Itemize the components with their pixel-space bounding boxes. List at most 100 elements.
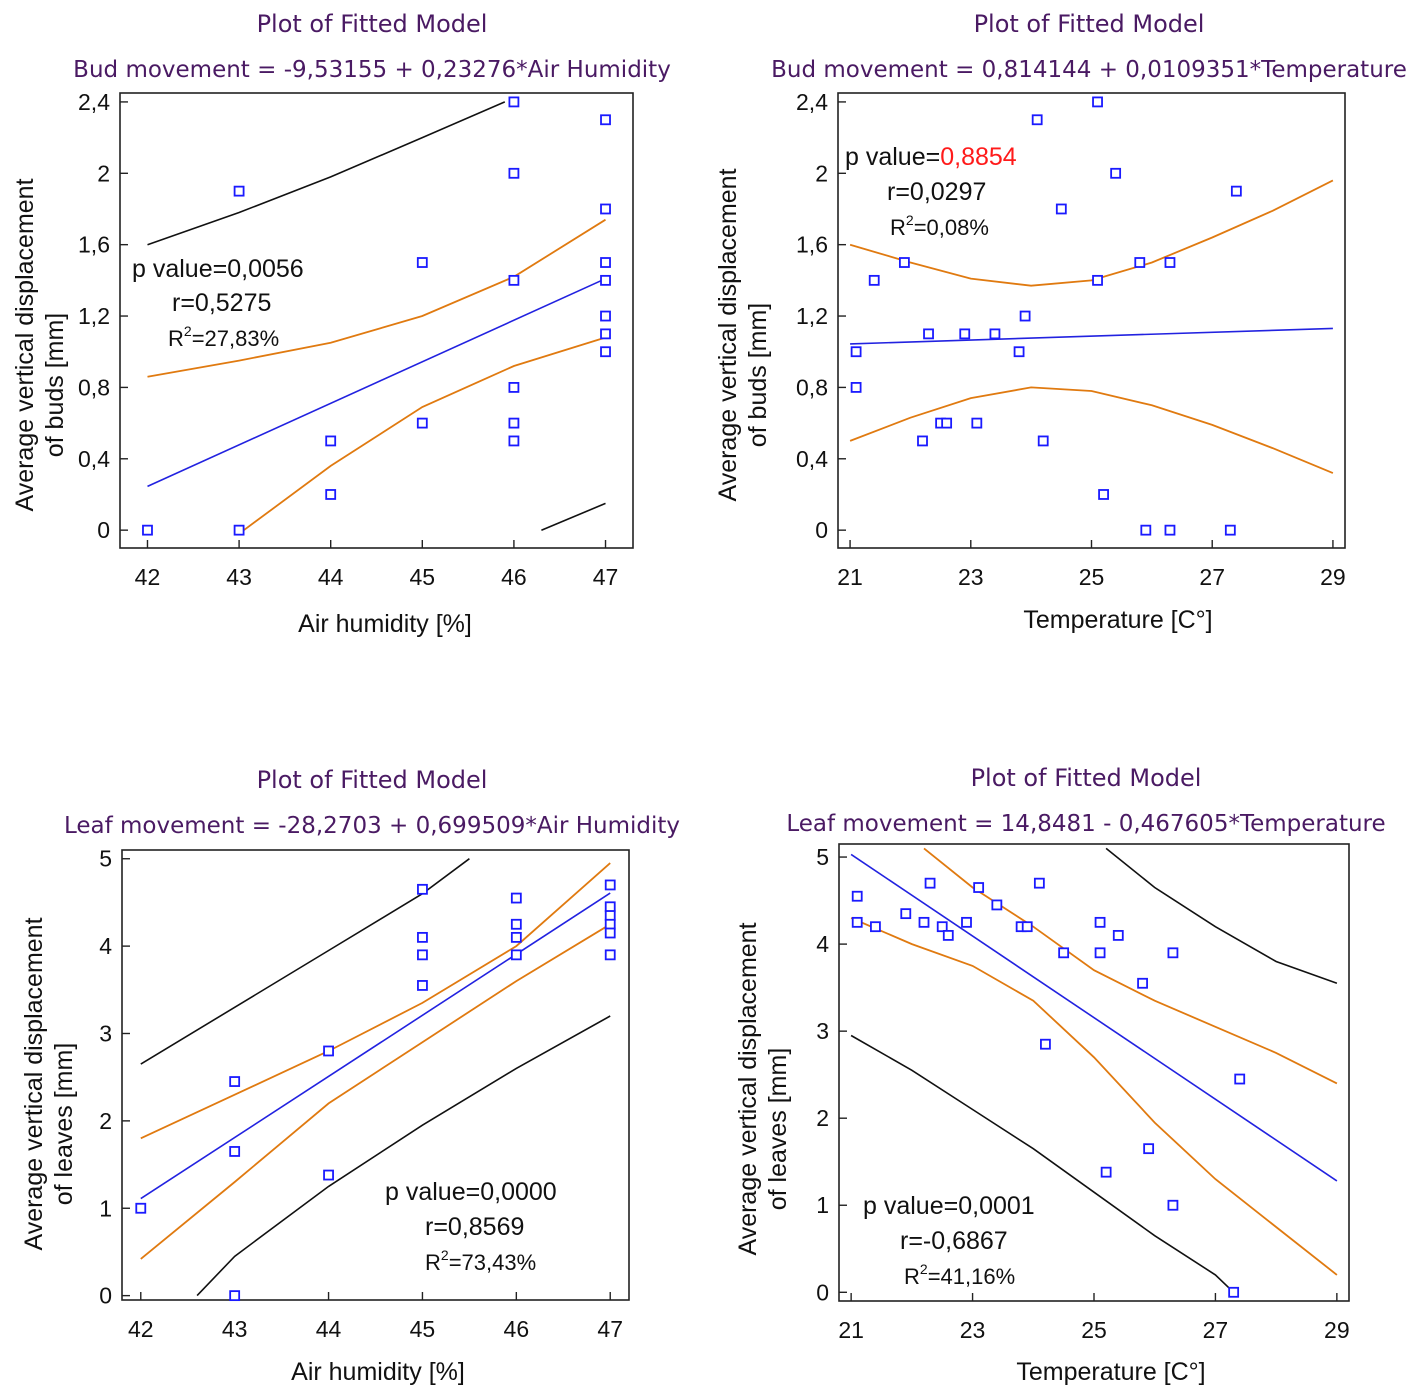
r-annotation: r=0,0297	[887, 178, 986, 206]
data-point	[600, 274, 611, 286]
data-point	[510, 892, 522, 904]
r2-superscript: 2	[184, 323, 192, 339]
r2-superscript: 2	[441, 1247, 449, 1263]
y-tick-label: 2,4	[78, 89, 110, 115]
y-tick-label: 0	[815, 517, 828, 543]
data-point	[1019, 310, 1031, 322]
y-tick-label: 0	[99, 1283, 112, 1309]
data-point	[229, 1076, 241, 1087]
data-point	[1143, 1143, 1155, 1155]
data-point	[510, 931, 522, 943]
r-annotation: r=-0,6867	[900, 1227, 1008, 1255]
data-point	[1040, 1038, 1051, 1050]
y-tick-label: 3	[99, 1020, 112, 1046]
data-point	[417, 949, 428, 961]
data-point	[600, 346, 611, 358]
r2-annotation: R2=0,08%	[890, 212, 989, 240]
y-tick-label: 1,6	[796, 232, 828, 258]
chart-svg: Plot of Fitted Model Bud movement = -9,5…	[11, 10, 671, 638]
r2-prefix: R	[890, 215, 906, 240]
data-point	[604, 949, 616, 961]
r2-value: =73,43%	[449, 1250, 536, 1275]
confidence-limit-upper	[923, 847, 1338, 1085]
data-point	[325, 435, 337, 447]
p-value-label: p value=	[385, 1178, 480, 1206]
data-point	[600, 257, 611, 268]
data-point	[851, 890, 863, 902]
x-tick-label: 27	[1203, 1317, 1229, 1343]
data-point	[417, 883, 428, 895]
r2-annotation: R2=27,83%	[168, 323, 279, 351]
data-point	[600, 114, 611, 126]
data-point	[971, 417, 983, 429]
data-point	[508, 435, 520, 447]
plot-frame	[119, 92, 634, 549]
chart-subtitle: Bud movement = 0,814144 + 0,0109351*Temp…	[771, 57, 1407, 83]
chart-subtitle: Leaf movement = -28,2703 + 0,699509*Air …	[64, 813, 680, 839]
data-point	[1092, 274, 1103, 286]
p-value-number: 0,8854	[940, 143, 1017, 171]
data-point	[416, 417, 428, 429]
x-tick-label: 44	[316, 1316, 342, 1342]
y-tick-label: 0,8	[796, 374, 828, 400]
y-tick-label: 2,4	[796, 89, 828, 115]
x-tick-label: 23	[960, 1317, 986, 1343]
data-point	[941, 417, 953, 429]
data-point	[1167, 947, 1179, 959]
data-point	[851, 916, 863, 928]
y-axis-label-line2: of leaves [mm]	[50, 1043, 78, 1206]
chart-subtitle: Leaf movement = 14,8481 - 0,467605*Tempe…	[786, 811, 1385, 837]
data-point	[900, 908, 912, 920]
chart-svg: Plot of Fitted Model Leaf movement = 14,…	[734, 764, 1386, 1386]
r2-prefix: R	[425, 1250, 441, 1275]
y-tick-label: 1,2	[796, 303, 828, 329]
x-tick-label: 46	[504, 1316, 530, 1342]
x-tick-label: 44	[318, 564, 344, 590]
r2-superscript: 2	[920, 1261, 928, 1277]
data-point	[1234, 1073, 1246, 1085]
p-value-number: 0,0056	[227, 255, 303, 283]
x-tick-label: 27	[1199, 564, 1225, 590]
y-axis-label-line2: of buds [mm]	[41, 313, 69, 458]
y-tick-label: 5	[816, 844, 829, 870]
data-point	[229, 1290, 241, 1302]
data-point	[989, 328, 1001, 340]
x-tick-label: 46	[501, 564, 527, 590]
data-point	[1140, 524, 1152, 536]
y-tick-label: 2	[816, 1105, 829, 1131]
y-tick-label: 0,8	[78, 374, 110, 400]
prediction-limit-lower	[541, 502, 606, 531]
y-tick-label: 0	[97, 517, 110, 543]
x-tick-label: 47	[597, 1316, 623, 1342]
data-point	[233, 185, 245, 197]
data-point	[1094, 947, 1106, 959]
confidence-limit-lower	[849, 386, 1334, 474]
data-point	[323, 1169, 334, 1181]
y-tick-label: 2	[97, 160, 110, 186]
data-point	[959, 328, 971, 340]
chart-title: Plot of Fitted Model	[971, 764, 1202, 792]
r-annotation: r=0,5275	[172, 289, 271, 317]
chart-svg: Plot of Fitted Model Leaf movement = -28…	[20, 766, 680, 1386]
data-point	[1167, 1199, 1179, 1211]
x-tick-label: 21	[838, 1317, 864, 1343]
data-point	[417, 931, 428, 943]
data-point	[1110, 167, 1122, 179]
x-tick-label: 43	[222, 1316, 248, 1342]
plot-frame	[121, 849, 630, 1301]
r-annotation: r=0,8569	[425, 1213, 524, 1241]
fitted-line	[140, 892, 611, 1200]
data-point	[229, 1146, 241, 1157]
x-tick-label: 23	[958, 564, 984, 590]
data-point	[973, 882, 985, 893]
data-point	[233, 524, 245, 536]
x-tick-label: 45	[410, 564, 436, 590]
data-point	[1230, 185, 1242, 197]
chart-title: Plot of Fitted Model	[974, 10, 1205, 38]
data-point	[1094, 916, 1106, 928]
y-axis-label-line2: of leaves [mm]	[764, 1048, 792, 1211]
y-tick-label: 0,4	[796, 446, 828, 472]
y-axis-label: Average vertical displacement	[11, 178, 39, 511]
data-point	[1164, 524, 1176, 536]
